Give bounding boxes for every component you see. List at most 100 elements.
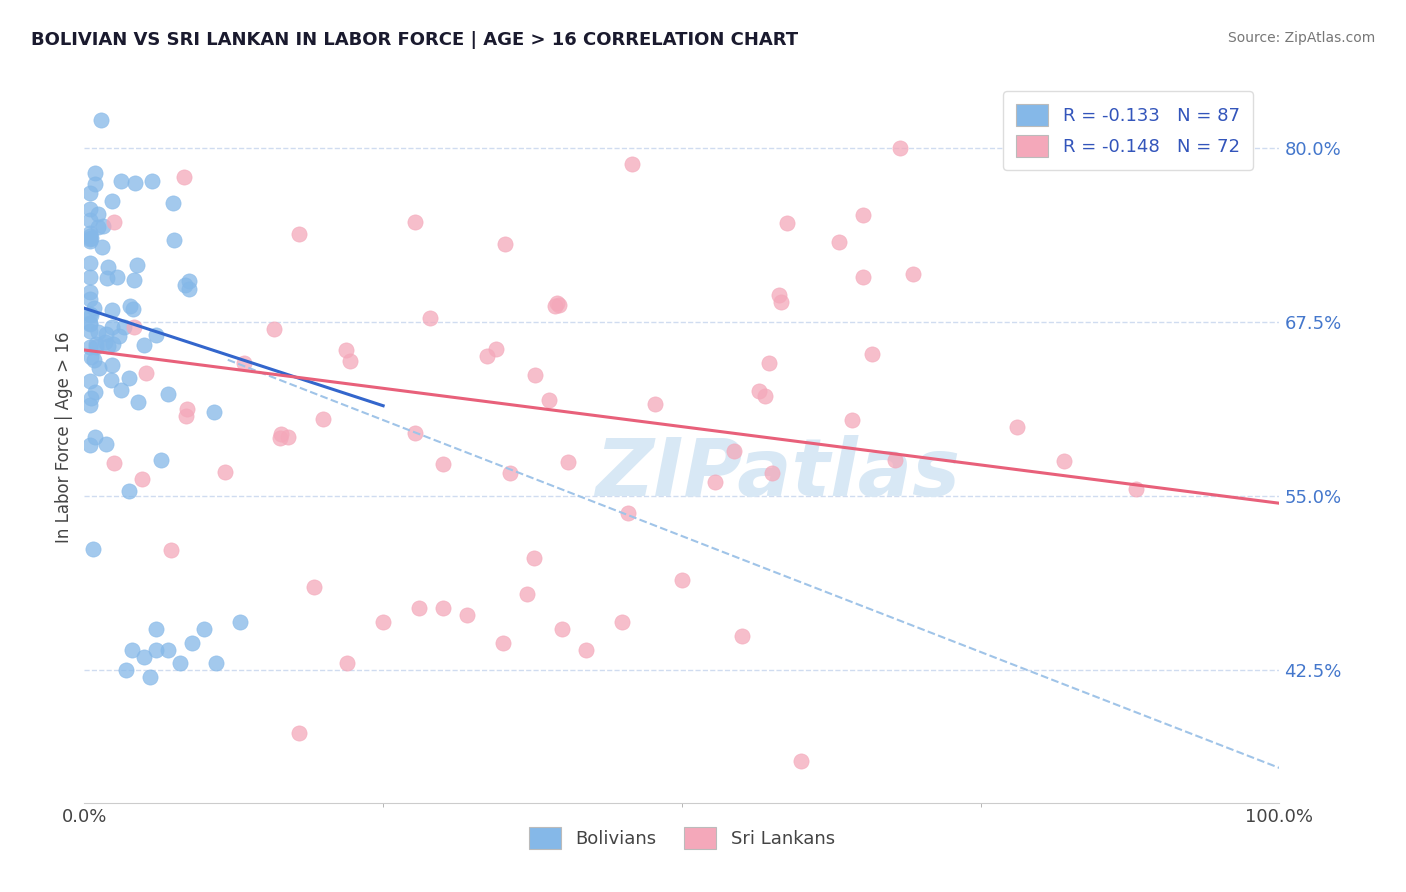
Point	[160, 543, 183, 558]
Point	[139, 670, 162, 684]
Point	[523, 368, 546, 383]
Point	[79, 374, 101, 388]
Point	[575, 642, 598, 657]
Point	[163, 233, 186, 247]
Point	[103, 215, 125, 229]
Point	[79, 325, 101, 339]
Point	[644, 397, 666, 411]
Point	[852, 208, 875, 222]
Y-axis label: In Labor Force | Age > 16: In Labor Force | Age > 16	[55, 331, 73, 543]
Point	[84, 340, 107, 354]
Text: Source: ZipAtlas.com: Source: ZipAtlas.com	[1227, 31, 1375, 45]
Point	[557, 455, 579, 469]
Point	[121, 642, 143, 657]
Point	[79, 438, 101, 452]
Point	[336, 657, 359, 671]
Point	[134, 338, 156, 352]
Point	[84, 177, 107, 191]
Point	[754, 389, 776, 403]
Point	[97, 260, 120, 275]
Point	[145, 642, 167, 657]
Point	[758, 356, 780, 370]
Point	[115, 664, 138, 678]
Point	[852, 270, 875, 285]
Point	[523, 550, 546, 565]
Point	[214, 465, 236, 479]
Point	[145, 622, 167, 636]
Point	[547, 297, 569, 311]
Point	[408, 600, 430, 615]
Point	[731, 629, 754, 643]
Point	[456, 607, 478, 622]
Point	[748, 384, 770, 398]
Point	[776, 216, 799, 230]
Point	[723, 444, 745, 458]
Point	[103, 456, 125, 470]
Point	[79, 398, 101, 412]
Point	[404, 425, 426, 440]
Point	[79, 186, 101, 200]
Point	[79, 340, 101, 354]
Point	[499, 466, 522, 480]
Point	[546, 296, 568, 310]
Point	[127, 395, 149, 409]
Point	[621, 157, 644, 171]
Text: BOLIVIAN VS SRI LANKAN IN LABOR FORCE | AGE > 16 CORRELATION CHART: BOLIVIAN VS SRI LANKAN IN LABOR FORCE | …	[31, 31, 799, 49]
Point	[177, 274, 200, 288]
Text: ZIPatlas: ZIPatlas	[595, 434, 960, 513]
Point	[94, 334, 117, 349]
Point	[277, 430, 299, 444]
Point	[516, 587, 538, 601]
Point	[83, 430, 105, 444]
Point	[121, 301, 143, 316]
Point	[100, 358, 122, 372]
Point	[87, 220, 110, 235]
Point	[173, 169, 195, 184]
Point	[122, 273, 145, 287]
Point	[87, 360, 110, 375]
Point	[132, 649, 156, 664]
Point	[79, 234, 101, 248]
Point	[110, 383, 132, 397]
Point	[889, 141, 911, 155]
Point	[94, 436, 117, 450]
Point	[492, 635, 515, 649]
Point	[404, 215, 426, 229]
Point	[91, 219, 114, 234]
Point	[233, 356, 256, 370]
Point	[761, 466, 783, 480]
Point	[1005, 419, 1028, 434]
Point	[335, 343, 357, 358]
Point	[105, 269, 128, 284]
Point	[312, 411, 335, 425]
Legend: Bolivians, Sri Lankans: Bolivians, Sri Lankans	[522, 820, 842, 856]
Point	[671, 573, 693, 587]
Point	[205, 657, 228, 671]
Point	[768, 287, 790, 301]
Point	[860, 347, 883, 361]
Point	[122, 319, 145, 334]
Point	[80, 391, 103, 405]
Point	[551, 622, 574, 636]
Point	[202, 405, 225, 419]
Point	[100, 302, 122, 317]
Point	[96, 327, 118, 342]
Point	[193, 622, 215, 636]
Point	[141, 174, 163, 188]
Point	[100, 373, 122, 387]
Point	[83, 301, 105, 315]
Point	[87, 207, 110, 221]
Point	[83, 353, 105, 368]
Point	[162, 196, 184, 211]
Point	[790, 754, 813, 768]
Point	[107, 329, 129, 343]
Point	[544, 300, 567, 314]
Point	[485, 343, 508, 357]
Point	[135, 366, 157, 380]
Point	[339, 354, 361, 368]
Point	[288, 726, 311, 740]
Point	[1053, 454, 1076, 468]
Point	[90, 240, 112, 254]
Point	[80, 308, 103, 322]
Point	[110, 174, 132, 188]
